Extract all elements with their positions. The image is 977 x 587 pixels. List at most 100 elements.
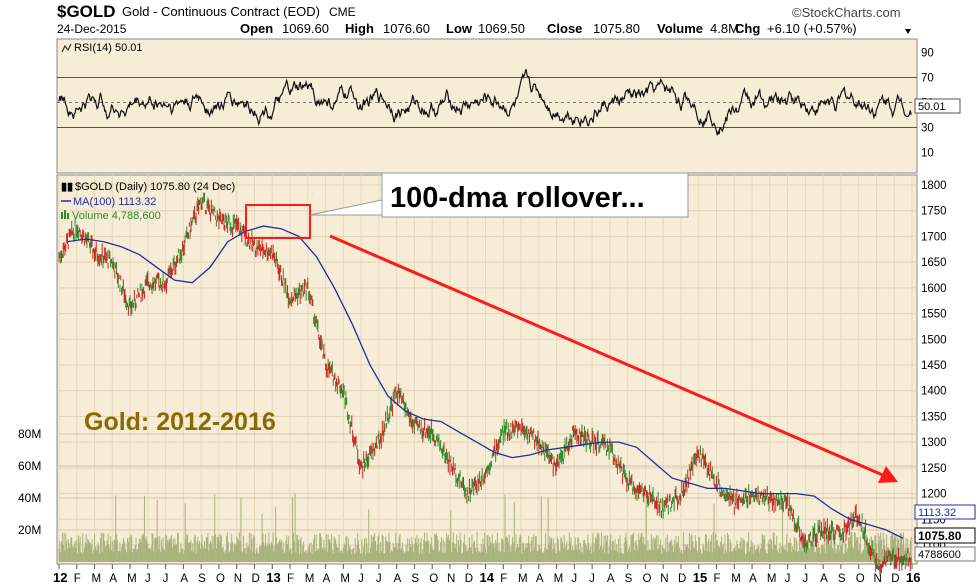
rsi-legend: RSI(14) 50.01 <box>61 42 142 54</box>
x-tick-label: S <box>411 573 419 585</box>
ohlc-icon: ▮▮ <box>61 181 73 193</box>
x-tick-label: 13 <box>266 570 280 585</box>
x-tick-label: 12 <box>53 570 67 585</box>
high-label: High <box>345 21 374 36</box>
ma100-line <box>67 225 904 539</box>
x-tick-label: D <box>891 573 899 585</box>
exchange: CME <box>329 5 356 19</box>
x-tick-label: F <box>714 573 721 585</box>
x-tick-label: S <box>838 573 846 585</box>
price-tick-label: 1500 <box>921 334 947 346</box>
price-legend: ▮▮ $GOLD (Daily) 1075.80 (24 Dec) MA(100… <box>61 181 235 222</box>
x-tick-label: S <box>625 573 633 585</box>
x-tick-label: M <box>518 573 528 585</box>
trend-line <box>329 234 886 478</box>
price-axis: 1800 1750 1700 1650 1600 1550 1500 1450 1400 1350… <box>921 180 947 552</box>
open-label: Open <box>240 21 273 36</box>
x-tick-label: O <box>216 573 225 585</box>
x-tick-label: O <box>642 573 651 585</box>
legend-main: $GOLD (Daily) 1075.80 (24 Dec) <box>75 181 235 193</box>
price-tick-label: 1650 <box>921 257 947 269</box>
x-tick-label: J <box>145 573 151 585</box>
x-tick-label: J <box>589 573 595 585</box>
rsi-value-badge-text: 50.01 <box>918 101 946 113</box>
x-tick-label: A <box>323 573 331 585</box>
x-tick-label: N <box>873 573 881 585</box>
chevron-down-icon[interactable] <box>905 29 911 34</box>
open-value: 1069.60 <box>282 21 329 36</box>
volume-value-badge <box>914 546 976 562</box>
low-value: 1069.50 <box>478 21 525 36</box>
rsi-value-badge <box>914 98 961 114</box>
close-value-badge <box>914 527 976 544</box>
x-tick-label: M <box>554 573 564 585</box>
price-tick-label: 1550 <box>921 309 947 321</box>
rsi-icon <box>61 43 72 53</box>
rsi-tick-label: 30 <box>921 123 934 135</box>
x-tick-label: M <box>305 573 315 585</box>
rsi-tick-label: 10 <box>921 148 934 160</box>
volume-label: Volume <box>657 21 703 36</box>
x-tick-label: 16 <box>906 570 920 585</box>
x-tick-label: A <box>536 573 544 585</box>
rsi-panel <box>56 38 918 174</box>
price-tick-label: 1350 <box>921 411 947 423</box>
volume-tick-label: 80M <box>18 427 41 441</box>
price-tick-label: 1750 <box>921 206 947 218</box>
x-tick-label: A <box>394 573 402 585</box>
x-tick-label: M <box>340 573 350 585</box>
x-tick-label: 14 <box>480 570 495 585</box>
x-tick-label: A <box>749 573 757 585</box>
volume-value: 4.8M <box>710 21 739 36</box>
x-tick-label: O <box>429 573 438 585</box>
volume-legend-swatch <box>61 212 63 219</box>
brand-logo: ©StockCharts.com <box>792 5 901 20</box>
rsi-tick-label: 90 <box>921 48 934 60</box>
price-tick-label: 1250 <box>921 463 947 475</box>
ma-value-badge-text: 1113.32 <box>918 507 956 519</box>
x-tick-label: A <box>820 573 828 585</box>
x-tick-label: N <box>660 573 668 585</box>
price-tick-label: 1700 <box>921 231 947 243</box>
volume-value-badge-text: 4788600 <box>918 549 961 561</box>
volume-tick-label: 20M <box>18 523 41 537</box>
x-tick-label: N <box>234 573 242 585</box>
x-tick-label: M <box>127 573 137 585</box>
x-tick-label: A <box>180 573 188 585</box>
x-tick-label: J <box>376 573 382 585</box>
price-tick-label: 1200 <box>921 489 947 501</box>
x-tick-label: M <box>767 573 777 585</box>
price-tick-label: 1800 <box>921 180 947 192</box>
rsi-line <box>58 69 912 136</box>
trend-arrow-icon <box>878 466 898 483</box>
x-tick-label: S <box>198 573 206 585</box>
x-tick-label: J <box>571 573 577 585</box>
legend-ma: MA(100) 1113.32 <box>73 196 156 208</box>
x-tick-label: J <box>785 573 791 585</box>
chart-title-overlay: Gold: 2012-2016 <box>84 408 276 436</box>
x-tick-label: O <box>856 573 865 585</box>
x-tick-label: J <box>358 573 364 585</box>
volume-axis: 80M 60M 40M 20M <box>18 427 41 537</box>
x-tick-label: N <box>447 573 455 585</box>
x-tick-label: J <box>802 573 808 585</box>
volume-tick-label: 40M <box>18 491 41 505</box>
price-tick-label: 1600 <box>921 283 947 295</box>
change-value: +6.10 (+0.57%) <box>767 21 857 36</box>
x-tick-label: M <box>731 573 741 585</box>
legend-volume: Volume 4,788,600 <box>72 210 161 222</box>
price-tick-label: 1300 <box>921 437 947 449</box>
change-label: Chg <box>735 21 760 36</box>
symbol: $GOLD <box>57 2 116 21</box>
price-tick-label: 1400 <box>921 386 947 398</box>
close-value-badge-text: 1075.80 <box>918 529 962 543</box>
x-tick-label: M <box>92 573 102 585</box>
rsi-label: RSI(14) 50.01 <box>74 42 142 54</box>
price-tick-label: 1450 <box>921 360 947 372</box>
x-tick-label: F <box>500 573 507 585</box>
x-tick-label: A <box>607 573 615 585</box>
rsi-grid <box>57 77 917 128</box>
x-tick-label: D <box>465 573 473 585</box>
price-bars <box>58 192 912 575</box>
